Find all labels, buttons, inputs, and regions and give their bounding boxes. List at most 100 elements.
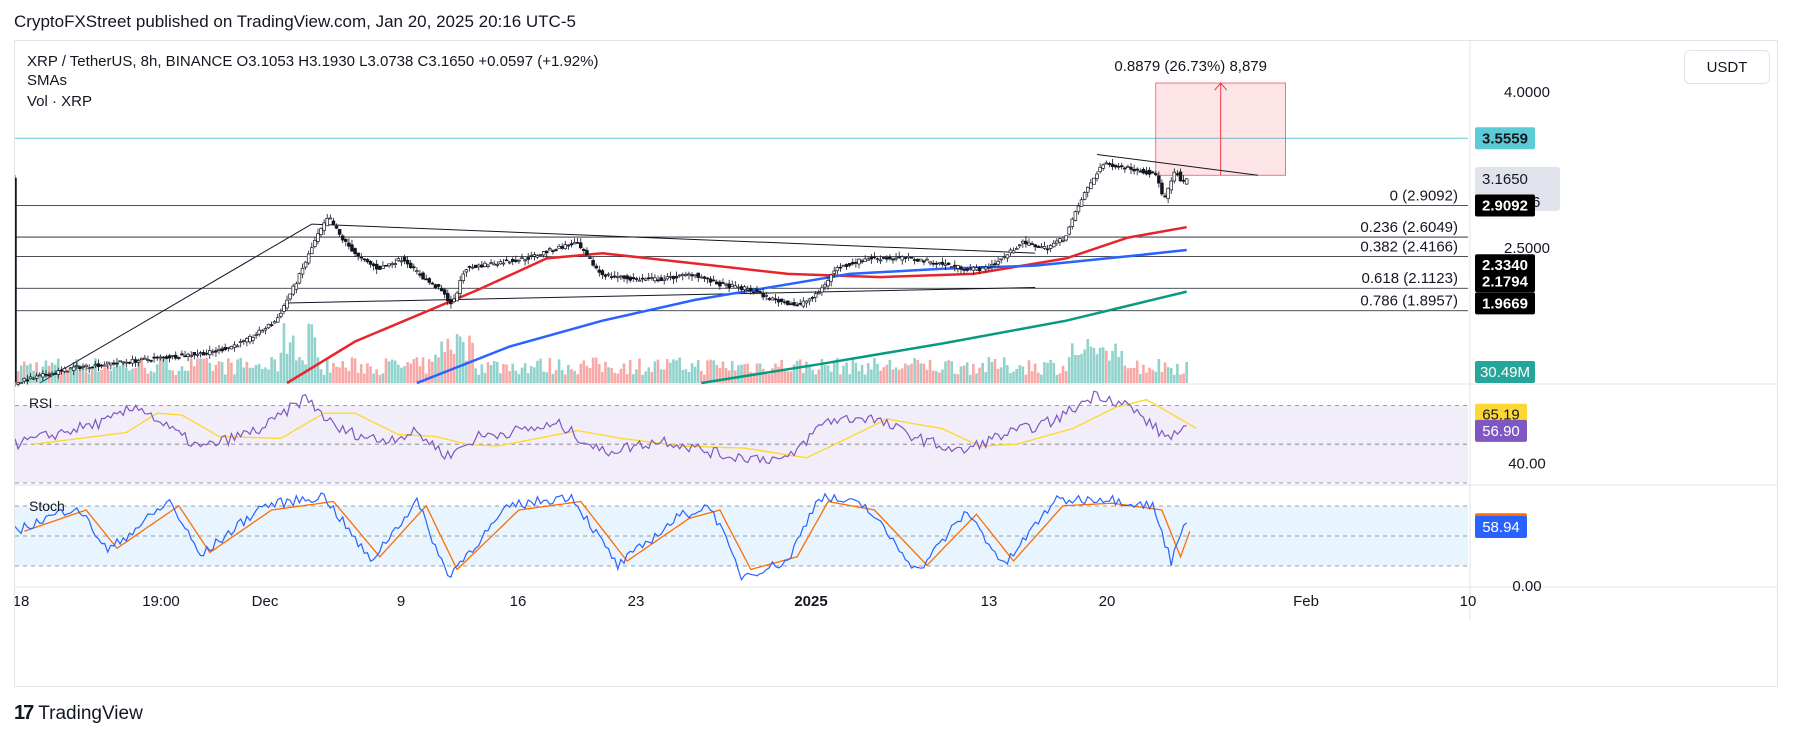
volume-bar (177, 370, 181, 383)
candle-body (1085, 186, 1090, 193)
volume-bar (291, 335, 295, 383)
volume-bar (211, 370, 215, 383)
candle-body (650, 277, 654, 280)
rsi-badge-label: 56.90 (1482, 423, 1520, 440)
volume-bar (446, 338, 450, 383)
volume-bar (659, 369, 663, 383)
chart-canvas[interactable]: 0 (2.9092) 0.236 (2.6049) 0.382 (2.4166) 0.… (15, 41, 1777, 686)
candle-body (322, 222, 326, 231)
volume-bar (975, 373, 978, 383)
volume-legend[interactable]: Vol · XRP (27, 93, 93, 110)
volume-bar (523, 363, 527, 383)
candle-body (498, 261, 503, 265)
candle-body (928, 261, 932, 264)
volume-bar (662, 369, 666, 383)
candle-body (501, 262, 506, 265)
candle-body (653, 277, 657, 282)
volume-bar (134, 367, 137, 383)
volume-bar (829, 371, 833, 383)
candle-body (715, 281, 719, 285)
volume-bar (403, 366, 406, 383)
volume-bar (709, 359, 712, 383)
candle-body (554, 249, 558, 251)
candle-body (180, 353, 184, 356)
volume-bar (1176, 363, 1179, 383)
volume-bar (1074, 354, 1077, 383)
stoch-legend[interactable]: Stoch (29, 498, 65, 514)
candle-body (1101, 164, 1105, 169)
price-badge (1475, 127, 1535, 150)
publisher-caption: CryptoFXStreet published on TradingView.… (14, 12, 576, 31)
volume-bar (857, 371, 861, 383)
candle-body (1147, 169, 1152, 175)
candle-body (297, 273, 302, 284)
volume-bar (551, 373, 555, 383)
currency-button[interactable]: USDT (1684, 50, 1770, 84)
volume-bar (251, 367, 255, 383)
volume-bar (978, 367, 981, 383)
volume-bar (495, 361, 499, 383)
candle-body (170, 355, 175, 357)
volume-bar (678, 357, 681, 383)
volume-bar (1061, 365, 1065, 383)
volume-bar (489, 365, 493, 383)
volume-bar (202, 358, 205, 383)
volume-bar (842, 365, 845, 383)
volume-bar (307, 323, 310, 383)
candle-body (665, 276, 670, 280)
volume-bar (1101, 347, 1105, 383)
volume-bar (768, 374, 771, 383)
candle-body (223, 347, 227, 350)
price-badge-label: 2.9092 (1482, 197, 1528, 214)
volume-bar (931, 370, 935, 383)
candle-body (1135, 168, 1139, 171)
volume-bar (384, 358, 388, 383)
volume-bar (888, 359, 892, 383)
volume-bar (656, 359, 660, 383)
volume-badge-label: 30.49M (1480, 364, 1530, 381)
volume-bar (1123, 365, 1127, 383)
rsi-legend[interactable]: RSI (29, 395, 53, 411)
candle-body (1073, 211, 1078, 221)
volume-bar (282, 323, 286, 383)
candle-body (560, 246, 564, 249)
candle-body (492, 263, 496, 266)
candle-body (421, 272, 425, 280)
volume-bar (84, 371, 88, 383)
stoch-badge-label: 58.94 (1482, 519, 1520, 536)
volume-bar (1104, 350, 1108, 383)
volume-bar (22, 361, 26, 383)
volume-bar (279, 352, 283, 383)
candle-body (1166, 187, 1170, 200)
volume-bar (443, 352, 447, 383)
volume-bar (563, 374, 567, 383)
candle-body (140, 357, 144, 361)
fib-level-label: 0 (2.9092) (1390, 187, 1458, 204)
volume-bar (913, 357, 916, 383)
volume-bar (313, 337, 317, 383)
volume-bar (789, 371, 793, 383)
symbol-legend[interactable]: XRP / TetherUS, 8h, BINANCE O3.1053 H3.1… (27, 53, 599, 70)
candle-body (786, 300, 790, 306)
sma-line-sma_mid (416, 248, 1187, 385)
volume-bar (356, 372, 360, 383)
volume-bar (381, 373, 385, 383)
candle-body (174, 354, 178, 359)
volume-bar (542, 371, 545, 383)
candle-body (996, 260, 1000, 265)
candle-body (681, 273, 685, 276)
price-badge-label: 3.1650 (1482, 171, 1528, 188)
volume-bar (26, 365, 29, 383)
candle-body (826, 280, 830, 287)
candle-body (903, 257, 908, 259)
volume-bar (415, 357, 419, 383)
candle-body (446, 293, 450, 302)
candle-body (724, 283, 728, 286)
candle-body (177, 357, 181, 359)
candle-body (442, 289, 447, 295)
volume-bar (910, 363, 913, 383)
volume-bar (378, 374, 382, 383)
sma-legend[interactable]: SMAs (27, 72, 68, 89)
candle-body (15, 177, 17, 383)
volume-bar (461, 341, 465, 383)
